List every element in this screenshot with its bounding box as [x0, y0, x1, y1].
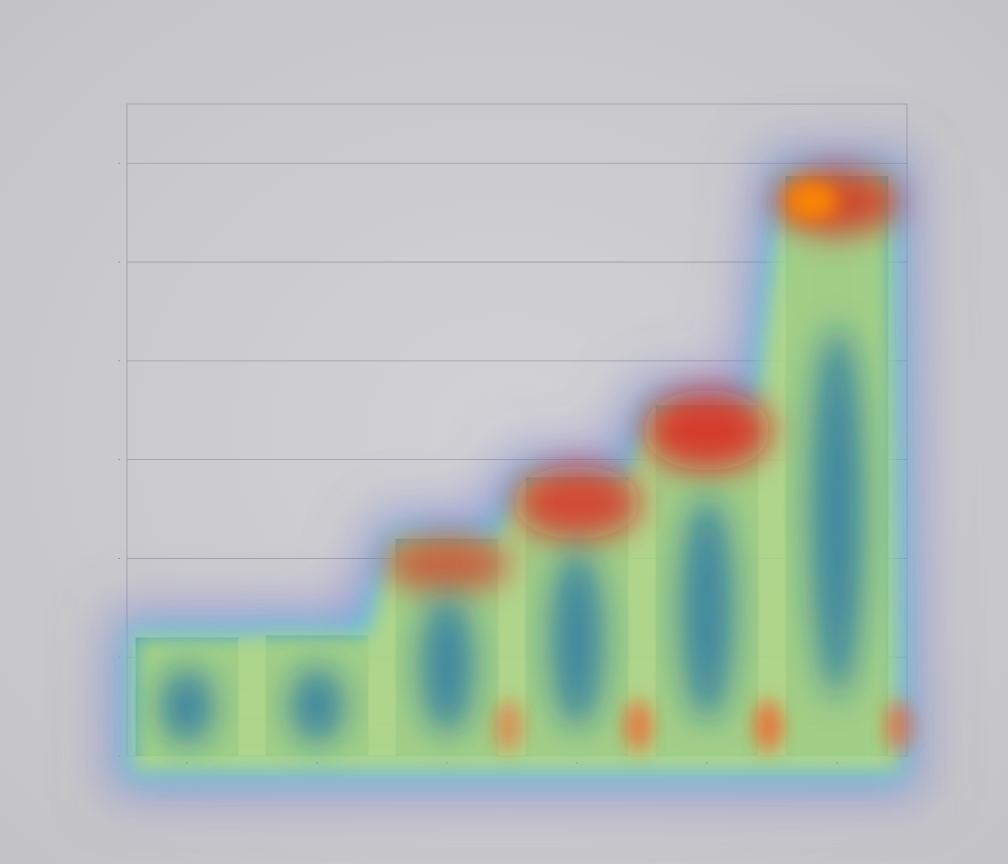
heat-core-4: [680, 496, 734, 721]
heat-core-1: [290, 666, 344, 744]
heat-gap-4: [754, 700, 783, 752]
heatmap-overlay: [104, 146, 928, 800]
heat-peak-3: [513, 465, 641, 540]
axes: [118, 162, 838, 764]
heat-gap-3: [624, 700, 653, 752]
heat-peak-4: [643, 389, 771, 471]
heat-core-3: [550, 549, 604, 729]
heat-core-5: [810, 326, 864, 699]
heat-core-0: [160, 668, 214, 745]
heat-gap-2: [494, 700, 523, 752]
heat-peak-2: [383, 535, 511, 592]
heat-peak-top: [786, 181, 838, 222]
heat-core-2: [420, 595, 474, 735]
heat-gap-5: [884, 700, 913, 752]
